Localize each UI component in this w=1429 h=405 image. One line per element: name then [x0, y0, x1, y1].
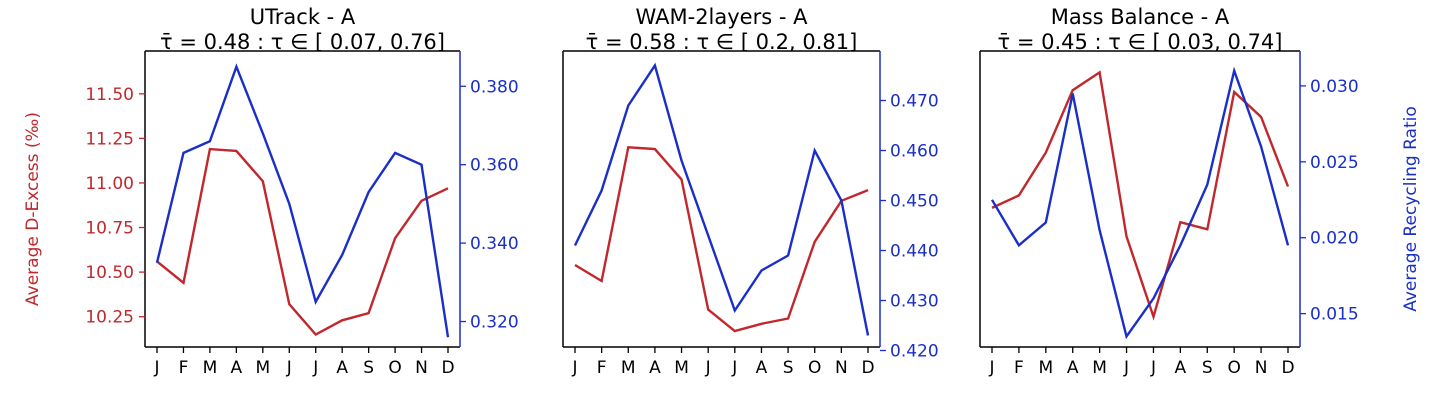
left-tick-label: 10.75 [85, 219, 134, 239]
series-line-recycling-ratio [990, 66, 1290, 340]
x-tick-label: J [286, 358, 292, 378]
x-tick-label: D [1281, 358, 1294, 378]
x-tick-label: J [312, 358, 318, 378]
chart-title: Mass Balance - A [1051, 5, 1230, 29]
x-tick-label: J [731, 358, 737, 378]
x-tick-label: M [674, 358, 689, 378]
y-axis-label-right: Average Recycling Ratio [1401, 106, 1421, 312]
x-tick-label: J [1150, 358, 1156, 378]
chart-subtitle: τ̄ = 0.45 : τ ∈ [ 0.03, 0.74] [998, 30, 1283, 54]
x-tick-label: F [179, 358, 189, 378]
x-tick-label: M [255, 358, 270, 378]
x-tick-label: A [649, 358, 661, 378]
series-line-d-excess [156, 147, 449, 337]
left-tick-label: 11.00 [85, 174, 134, 194]
x-tick-label: S [1202, 358, 1213, 378]
chart-panel-2: WAM-2layers - Aτ̄ = 0.58 : τ ∈ [ 0.2, 0.… [562, 5, 939, 378]
x-tick-label: J [1123, 358, 1129, 378]
x-tick-label: N [415, 358, 428, 378]
x-tick-label: M [621, 358, 636, 378]
right-tick-label: 0.470 [890, 92, 939, 112]
chart-subtitle: τ̄ = 0.58 : τ ∈ [ 0.2, 0.81] [586, 30, 858, 54]
x-tick-label: N [835, 358, 848, 378]
chart-title: UTrack - A [250, 5, 356, 29]
x-tick-label: F [597, 358, 607, 378]
right-tick-label: 0.015 [1310, 305, 1359, 325]
x-tick-label: A [231, 358, 243, 378]
x-tick-label: J [153, 358, 159, 378]
right-tick-label: 0.340 [470, 234, 519, 254]
right-tick-label: 0.440 [890, 242, 939, 262]
x-tick-label: A [1067, 358, 1079, 378]
series-line-d-excess [991, 70, 1290, 321]
left-tick-label: 10.25 [85, 308, 134, 328]
series-line-recycling-ratio [573, 62, 870, 336]
right-tick-label: 0.460 [890, 142, 939, 162]
chart-title: WAM-2layers - A [636, 5, 809, 29]
series-line-d-excess [574, 146, 869, 333]
right-tick-label: 0.450 [890, 192, 939, 212]
right-tick-label: 0.380 [470, 77, 519, 97]
series-line-recycling-ratio [155, 63, 450, 338]
x-tick-label: O [1227, 358, 1240, 378]
right-tick-label: 0.420 [890, 342, 939, 362]
right-tick-label: 0.025 [1310, 153, 1359, 173]
right-tick-label: 0.030 [1310, 77, 1359, 97]
y-axis-label-left: Average D-Excess (‰) [23, 112, 43, 306]
right-tick-label: 0.430 [890, 292, 939, 312]
x-tick-label: D [441, 358, 454, 378]
right-tick-label: 0.020 [1310, 229, 1359, 249]
x-tick-label: A [756, 358, 768, 378]
x-tick-label: J [705, 358, 711, 378]
chart-subtitle: τ̄ = 0.48 : τ ∈ [ 0.07, 0.76] [160, 30, 445, 54]
left-tick-label: 11.50 [85, 85, 134, 105]
left-tick-label: 11.25 [85, 129, 134, 149]
x-tick-label: M [1038, 358, 1053, 378]
chart-panel-3: Mass Balance - Aτ̄ = 0.45 : τ ∈ [ 0.03, … [979, 5, 1421, 378]
x-tick-label: M [203, 358, 218, 378]
left-tick-label: 10.50 [85, 263, 134, 283]
chart-panel-1: UTrack - Aτ̄ = 0.48 : τ ∈ [ 0.07, 0.76] J… [23, 5, 519, 378]
x-tick-label: J [571, 358, 577, 378]
right-tick-label: 0.360 [470, 156, 519, 176]
x-tick-label: D [861, 358, 874, 378]
x-tick-label: S [783, 358, 794, 378]
x-tick-label: N [1255, 358, 1268, 378]
x-tick-label: M [1092, 358, 1107, 378]
right-tick-label: 0.320 [470, 313, 519, 333]
x-tick-label: O [808, 358, 821, 378]
x-tick-label: A [1175, 358, 1187, 378]
x-tick-label: F [1014, 358, 1024, 378]
x-tick-label: O [388, 358, 401, 378]
x-tick-label: A [336, 358, 348, 378]
x-tick-label: S [363, 358, 374, 378]
x-tick-label: J [988, 358, 994, 378]
